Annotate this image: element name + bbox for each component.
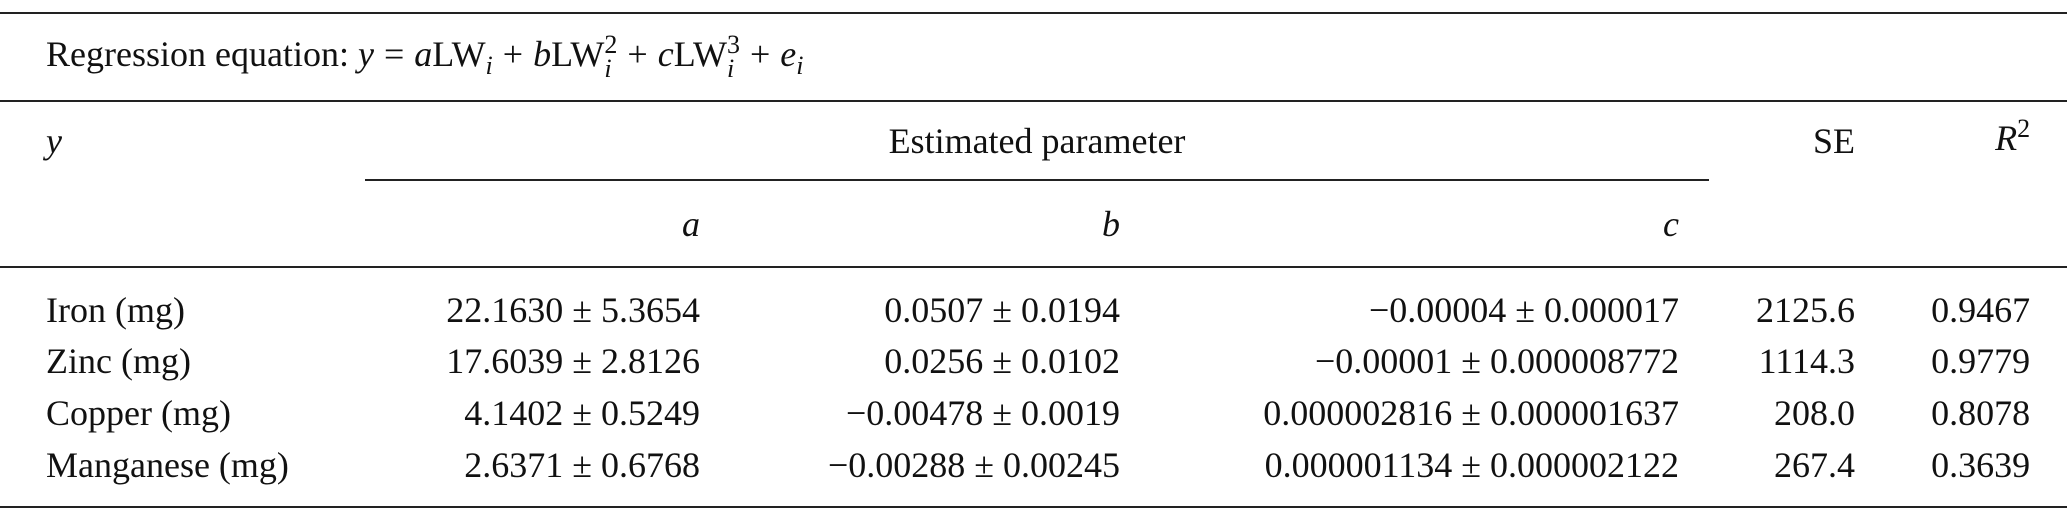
table-row: Zinc (mg) 17.6039 ± 2.8126 0.0256 ± 0.0102… (0, 335, 2067, 387)
table-cell: 0.000001134 ± 0.000002122 (1264, 444, 1679, 485)
row-label: Copper (mg) (46, 393, 231, 433)
table-cell: 0.0256 ± 0.0102 (884, 341, 1120, 381)
header-row: y Estimated parameter SE R2 (0, 101, 2067, 181)
eq-symbol: a (414, 33, 433, 74)
table-cell: 2125.6 (1756, 289, 1855, 330)
eq-symbol: LW (673, 33, 727, 74)
table-cell: 2.6371 ± 0.6768 (464, 444, 700, 485)
eq-superscript: 2 (604, 30, 618, 60)
header-cell: b (1102, 203, 1120, 244)
eq-subscript: i (726, 54, 735, 84)
header-row: a b c (0, 180, 2067, 267)
table-cell: −0.00478 ± 0.0019 (845, 393, 1120, 433)
eq-subscript: i (604, 54, 612, 84)
row-label: Zinc (mg) (46, 341, 191, 381)
table-cell: 0.0507 ± 0.0194 (884, 289, 1120, 330)
eq-subscript: i (796, 50, 804, 80)
regression-table: Regression equation: y = aLWi + bLW 2 i + cLW 3 i +… (0, 12, 2067, 508)
caption: Regression equation: y = aLWi + bLW 2 i + cLW 3 i +… (0, 13, 2067, 101)
table-cell: 0.9779 (1931, 341, 2031, 381)
table-cell: 267.4 (1774, 444, 1855, 485)
eq-symbol: LW (551, 33, 605, 74)
table-row: Copper (mg) 4.1402 ± 0.5249 −0.00478 ± 0.0… (0, 387, 2067, 439)
table-cell: −0.00004 ± 0.000017 (1368, 289, 1679, 330)
table-cell: 17.6039 ± 2.8126 (446, 341, 700, 381)
eq-subscript: i (485, 50, 493, 80)
caption-text: Regression equation: (46, 33, 349, 74)
eq-symbol: b (533, 33, 552, 74)
eq-symbol: + (502, 33, 524, 74)
table-cell: 4.1402 ± 0.5249 (464, 393, 700, 433)
table-cell: 22.1630 ± 5.3654 (446, 289, 700, 330)
header-cell: SE (1812, 121, 1855, 161)
row-label: Manganese (mg) (46, 444, 289, 485)
header-cell: c (1663, 203, 1679, 244)
table-body: Iron (mg) 22.1630 ± 5.3654 0.0507 ± 0.0194… (0, 267, 2067, 507)
table-row: Manganese (mg) 2.6371 ± 0.6768 −0.00288 ± … (0, 439, 2067, 507)
table-cell: 0.3639 (1931, 444, 2031, 485)
table-cell: 1114.3 (1758, 341, 1855, 381)
header-superscript: 2 (2017, 114, 2031, 143)
header-text: R (1995, 118, 2018, 158)
header-cell: y (46, 121, 62, 161)
eq-superscript: 3 (726, 30, 740, 60)
table-row: Iron (mg) 22.1630 ± 5.3654 0.0507 ± 0.0194… (0, 267, 2067, 335)
header-cell: R2 (1880, 101, 2067, 267)
header-cell: a (682, 203, 700, 244)
eq-symbol: y (357, 33, 374, 74)
table-cell: 208.0 (1774, 393, 1855, 433)
eq-symbol: e (780, 33, 797, 74)
table-cell: −0.00288 ± 0.00245 (827, 444, 1120, 485)
eq-symbol: LW (432, 33, 486, 74)
table-cell: −0.00001 ± 0.000008772 (1314, 341, 1679, 381)
eq-symbol: + (627, 33, 648, 74)
table-cell: 0.9467 (1931, 289, 2031, 330)
table-cell: 0.000002816 ± 0.000001637 (1263, 393, 1679, 433)
eq-symbol: = (383, 33, 405, 74)
row-label: Iron (mg) (46, 289, 185, 330)
header-cell: Estimated parameter (365, 101, 1709, 181)
table-cell: 0.8078 (1931, 393, 2031, 433)
eq-symbol: + (749, 33, 771, 74)
eq-symbol: c (657, 33, 674, 74)
caption-row: Regression equation: y = aLWi + bLW 2 i + cLW 3 i +… (0, 13, 2067, 101)
